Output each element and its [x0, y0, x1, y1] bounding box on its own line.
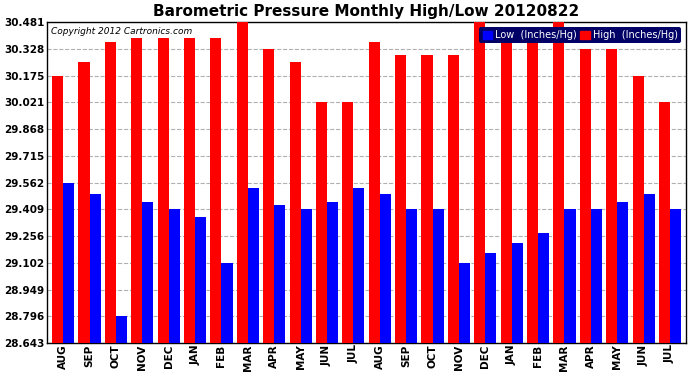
- Bar: [301, 209, 312, 343]
- Bar: [274, 205, 285, 343]
- Bar: [221, 263, 233, 343]
- Bar: [501, 38, 512, 343]
- Bar: [142, 202, 153, 343]
- Bar: [670, 209, 681, 343]
- Bar: [105, 42, 116, 343]
- Bar: [591, 209, 602, 343]
- Bar: [116, 316, 127, 343]
- Bar: [248, 188, 259, 343]
- Bar: [459, 263, 470, 343]
- Bar: [368, 42, 380, 343]
- Bar: [168, 209, 180, 343]
- Bar: [63, 183, 75, 343]
- Bar: [433, 209, 444, 343]
- Bar: [422, 54, 433, 343]
- Bar: [210, 38, 221, 343]
- Bar: [316, 102, 327, 343]
- Bar: [474, 22, 485, 343]
- Bar: [342, 102, 353, 343]
- Bar: [406, 209, 417, 343]
- Bar: [618, 202, 629, 343]
- Bar: [580, 49, 591, 343]
- Bar: [157, 38, 168, 343]
- Bar: [564, 209, 575, 343]
- Legend: Low  (Inches/Hg), High  (Inches/Hg): Low (Inches/Hg), High (Inches/Hg): [480, 27, 681, 44]
- Bar: [79, 62, 90, 343]
- Bar: [380, 194, 391, 343]
- Bar: [395, 54, 406, 343]
- Bar: [90, 194, 101, 343]
- Bar: [52, 75, 63, 343]
- Bar: [131, 38, 142, 343]
- Bar: [606, 49, 618, 343]
- Bar: [553, 22, 564, 343]
- Bar: [184, 38, 195, 343]
- Bar: [353, 188, 364, 343]
- Bar: [644, 194, 655, 343]
- Bar: [327, 202, 338, 343]
- Bar: [237, 22, 248, 343]
- Bar: [527, 38, 538, 343]
- Bar: [633, 75, 644, 343]
- Bar: [448, 54, 459, 343]
- Bar: [512, 243, 523, 343]
- Bar: [263, 49, 274, 343]
- Text: Copyright 2012 Cartronics.com: Copyright 2012 Cartronics.com: [50, 27, 192, 36]
- Bar: [485, 254, 496, 343]
- Title: Barometric Pressure Monthly High/Low 20120822: Barometric Pressure Monthly High/Low 201…: [153, 4, 580, 19]
- Bar: [538, 233, 549, 343]
- Bar: [290, 62, 301, 343]
- Bar: [659, 102, 670, 343]
- Bar: [195, 217, 206, 343]
